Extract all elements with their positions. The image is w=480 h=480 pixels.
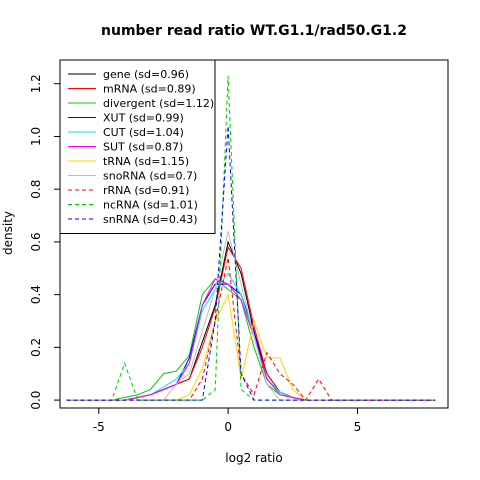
- legend-label: mRNA (sd=0.89): [103, 83, 196, 96]
- y-tick-label: 0.6: [29, 232, 43, 251]
- series-line: [66, 75, 436, 401]
- y-axis: 0.0 0.2 0.4 0.6 0.8 1.0 1.2: [29, 74, 60, 410]
- legend-label: gene (sd=0.96): [103, 68, 189, 81]
- series-line: [66, 257, 436, 401]
- series-line: [66, 278, 436, 401]
- x-axis: -5 0 5: [93, 408, 361, 434]
- y-tick-label: 0.2: [29, 338, 43, 357]
- legend-label: XUT (sd=0.99): [103, 112, 184, 125]
- legend: gene (sd=0.96) mRNA (sd=0.89)divergent (s…: [59, 59, 216, 234]
- series-line: [66, 125, 436, 401]
- legend-label: CUT (sd=1.04): [103, 126, 184, 139]
- legend-label: rRNA (sd=0.91): [103, 184, 189, 197]
- y-tick-label: 1.2: [29, 74, 43, 93]
- legend-label: tRNA (sd=1.15): [103, 155, 189, 168]
- x-axis-label: log2 ratio: [225, 451, 282, 465]
- legend-label: ncRNA (sd=1.01): [103, 199, 198, 212]
- x-tick-label: -5: [93, 420, 105, 434]
- chart-title: number read ratio WT.G1.1/rad50.G1.2: [101, 23, 407, 39]
- series-line: [66, 231, 436, 401]
- legend-label: snRNA (sd=0.43): [103, 213, 198, 226]
- legend-label: divergent (sd=1.12): [103, 97, 214, 110]
- x-tick-label: 5: [354, 420, 362, 434]
- legend-label: snoRNA (sd=0.7): [103, 170, 197, 183]
- x-tick-label: 0: [224, 420, 232, 434]
- y-tick-label: 0.4: [29, 285, 43, 304]
- y-axis-label: density: [1, 211, 15, 255]
- y-tick-label: 1.0: [29, 127, 43, 146]
- series-layer: [66, 75, 436, 401]
- y-tick-label: 0.0: [29, 391, 43, 410]
- legend-label: SUT (sd=0.87): [103, 141, 183, 154]
- y-tick-label: 0.8: [29, 180, 43, 199]
